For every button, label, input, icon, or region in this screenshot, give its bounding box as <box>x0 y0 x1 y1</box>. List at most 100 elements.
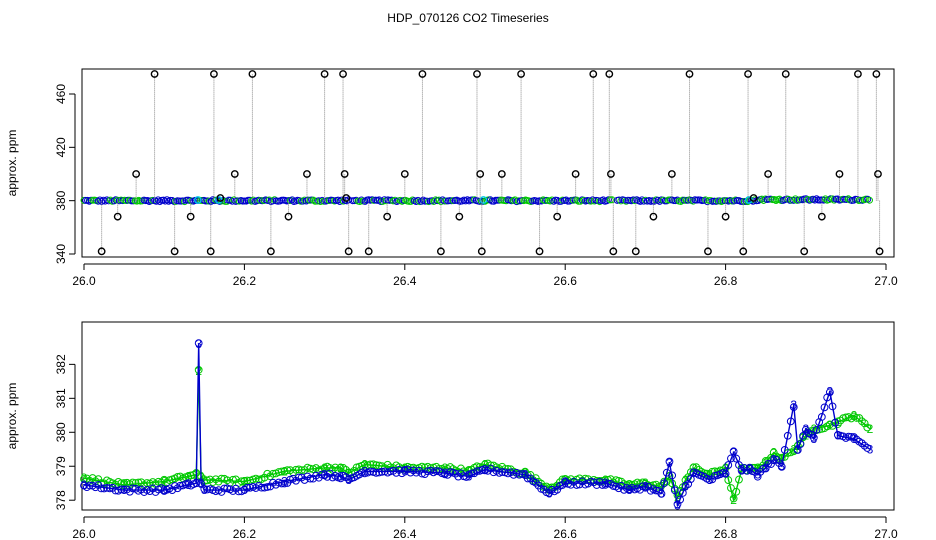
y-tick-label: 340 <box>54 244 68 264</box>
digit-marker: 3 <box>201 483 208 497</box>
series-point <box>317 470 326 479</box>
series-point <box>457 464 465 473</box>
baseline-point <box>249 196 257 204</box>
series-point <box>852 435 861 444</box>
outlier-point <box>113 212 122 221</box>
series-point <box>668 471 677 480</box>
series-point <box>817 412 826 421</box>
outlier-point <box>473 70 481 78</box>
baseline-point <box>548 196 556 204</box>
baseline-point <box>775 195 783 203</box>
series-point <box>117 485 126 494</box>
x-tick-label: 26.0 <box>72 527 96 540</box>
series-point <box>729 494 738 503</box>
baseline-point <box>617 197 625 205</box>
digit-marker: 2 <box>546 481 553 495</box>
series-point <box>280 479 289 488</box>
cyan-point <box>744 196 753 204</box>
digit-marker: 2 <box>690 461 697 475</box>
outlier-point <box>320 70 329 78</box>
baseline-point <box>853 195 861 203</box>
digit-marker: 3 <box>706 473 713 487</box>
series-point <box>498 468 507 476</box>
series-point <box>462 473 471 481</box>
x-tick-label: 26.4 <box>393 274 417 288</box>
digit-marker: 2 <box>778 452 785 466</box>
x-tick-label: 26.8 <box>714 274 738 288</box>
series-point <box>858 439 866 448</box>
baseline-point <box>414 196 422 204</box>
baseline-point <box>654 196 662 204</box>
series-point <box>203 485 212 494</box>
series-point <box>336 463 345 472</box>
series-point <box>194 339 203 348</box>
series-point <box>100 484 108 493</box>
series-point <box>609 482 618 490</box>
baseline-point <box>791 195 799 203</box>
series-point <box>184 479 193 488</box>
baseline-point <box>336 198 344 206</box>
series-point <box>372 461 381 470</box>
baseline-point <box>356 198 364 206</box>
digit-marker: 2 <box>562 473 569 487</box>
series-point <box>825 388 834 397</box>
series-point <box>257 483 266 492</box>
digit-marker: 3 <box>602 476 609 490</box>
baseline-point <box>380 196 388 204</box>
x-tick-label: 26.6 <box>554 274 578 288</box>
series-point <box>292 465 300 474</box>
baseline-point <box>813 195 821 203</box>
digit-marker: 3 <box>867 442 874 456</box>
y-tick-label: 381 <box>54 388 68 408</box>
digit-marker: 3 <box>337 469 344 483</box>
digit-marker: 3 <box>690 466 697 480</box>
series-point <box>783 431 792 440</box>
baseline-point <box>407 197 415 205</box>
baseline-point <box>811 196 819 204</box>
digit-marker: 3 <box>546 486 553 500</box>
baseline-point <box>760 196 768 204</box>
digit-marker: 3 <box>185 478 192 492</box>
series-point <box>676 495 685 504</box>
baseline-point <box>228 197 236 205</box>
outlier-point <box>607 170 615 178</box>
series-point <box>737 466 746 475</box>
digit-marker: 2 <box>345 466 352 480</box>
digit-marker: 2 <box>835 415 842 429</box>
series-point <box>360 469 369 478</box>
y-axis-label: approx. ppm <box>5 130 19 197</box>
digit-marker: 3 <box>738 463 745 477</box>
baseline-point <box>412 197 420 205</box>
series-point <box>850 433 858 441</box>
series-point <box>478 466 487 474</box>
outlier-point <box>609 247 618 256</box>
digit-marker: 2 <box>482 458 489 472</box>
series-point <box>420 470 429 478</box>
baseline-point <box>299 197 307 205</box>
baseline-point <box>702 196 710 204</box>
series-point <box>372 468 381 477</box>
digit-marker: 3 <box>281 475 288 489</box>
series-point <box>217 474 226 483</box>
baseline-point <box>730 197 738 205</box>
digit-marker: 3 <box>674 498 681 512</box>
outlier-point <box>170 247 179 256</box>
digit-marker: 3 <box>762 461 769 475</box>
baseline-point <box>391 196 399 204</box>
outlier-point <box>476 170 485 178</box>
series-point <box>157 484 166 493</box>
top-panel: 26.0 26.2 26.4 26.6 26.8 27.0 340 380 420 460 appr… <box>5 68 898 288</box>
digit-marker: 3 <box>198 476 205 490</box>
series-point <box>863 444 872 452</box>
series-point <box>780 445 789 454</box>
digit-marker: 2 <box>281 464 288 478</box>
outlier-point <box>477 247 486 256</box>
series-point <box>441 470 449 479</box>
digit-marker: 3 <box>790 398 797 412</box>
baseline-point <box>562 196 570 204</box>
digit-marker: 3 <box>626 483 633 497</box>
series-point <box>294 465 303 474</box>
digit-marker: 2 <box>642 476 649 490</box>
digit-marker: 3 <box>642 480 649 494</box>
